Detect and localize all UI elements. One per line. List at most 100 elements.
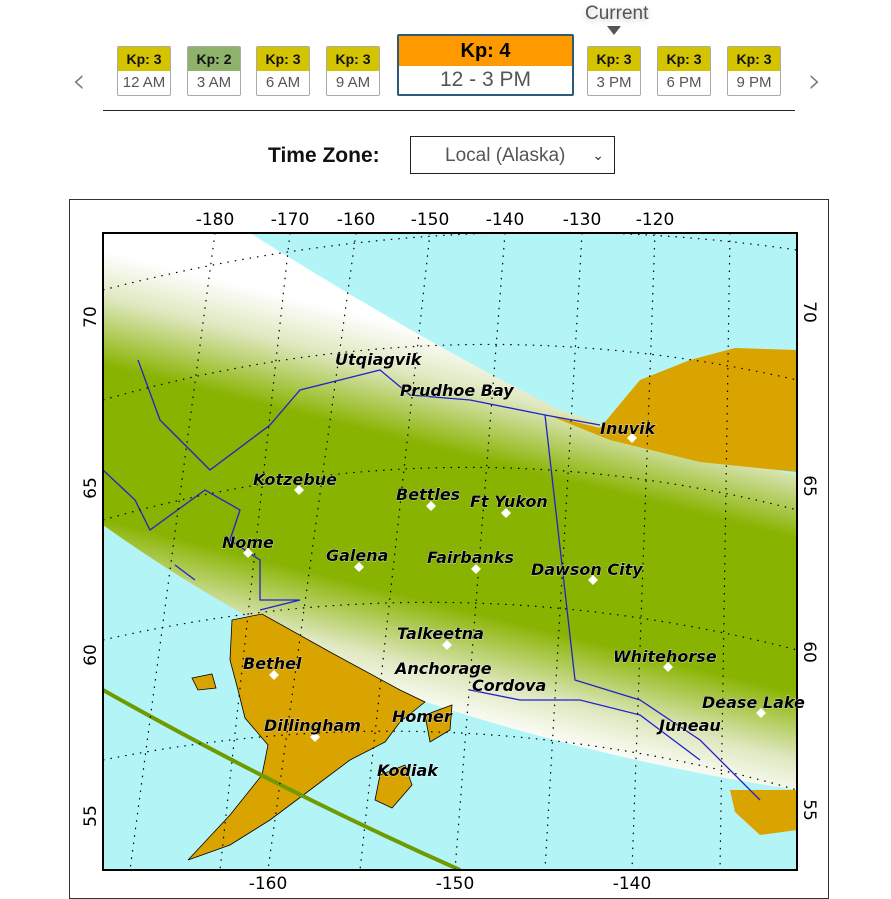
timezone-select[interactable]: Local (Alaska) ⌄ bbox=[410, 136, 615, 174]
svg-text:60: 60 bbox=[81, 644, 101, 666]
aurora-forecast-map: Utqiagvik Prudhoe Bay Inuvik Kotzebue Be… bbox=[69, 199, 829, 899]
svg-text:65: 65 bbox=[799, 475, 819, 497]
city-marker bbox=[243, 548, 253, 558]
map-svg: Utqiagvik Prudhoe Bay Inuvik Kotzebue Be… bbox=[81, 210, 819, 894]
city-label: Dease Lake bbox=[702, 693, 805, 712]
city-marker bbox=[627, 433, 637, 443]
svg-text:-130: -130 bbox=[563, 210, 602, 230]
kp-value: Kp: 3 bbox=[118, 47, 170, 71]
svg-text:70: 70 bbox=[799, 301, 819, 323]
kp-value: Kp: 3 bbox=[257, 47, 309, 71]
svg-text:-120: -120 bbox=[636, 210, 675, 230]
city-label: Dillingham bbox=[264, 716, 361, 735]
slot-time: 12 - 3 PM bbox=[399, 66, 572, 94]
city-label: Cordova bbox=[472, 676, 546, 695]
kp-value: Kp: 3 bbox=[327, 47, 379, 71]
time-slot-9am[interactable]: Kp: 3 9 AM bbox=[326, 46, 380, 96]
timezone-value: Local (Alaska) bbox=[445, 145, 566, 166]
time-slot-9pm[interactable]: Kp: 3 9 PM bbox=[727, 46, 781, 96]
svg-text:-140: -140 bbox=[613, 874, 652, 894]
land-homer bbox=[424, 704, 453, 743]
city-marker bbox=[426, 501, 436, 511]
divider bbox=[103, 110, 795, 111]
current-label: Current bbox=[585, 3, 649, 24]
city-label: Dawson City bbox=[531, 560, 643, 579]
city-marker bbox=[310, 732, 320, 742]
longitude-ticks-bottom: -160 -150 -140 bbox=[249, 874, 652, 894]
city-markers bbox=[243, 433, 766, 742]
city-labels: Utqiagvik Prudhoe Bay Inuvik Kotzebue Be… bbox=[222, 350, 806, 781]
chevron-left-icon[interactable]: ‹ bbox=[72, 61, 86, 101]
city-marker bbox=[294, 485, 304, 495]
svg-text:-160: -160 bbox=[249, 874, 288, 894]
land-nunivak bbox=[191, 673, 217, 691]
city-marker bbox=[269, 670, 279, 680]
time-slot-6pm[interactable]: Kp: 3 6 PM bbox=[657, 46, 711, 96]
slot-time: 3 AM bbox=[196, 74, 232, 91]
svg-text:-160: -160 bbox=[337, 210, 376, 230]
land-southeast bbox=[730, 790, 797, 835]
city-label: Fairbanks bbox=[427, 548, 514, 567]
svg-text:-150: -150 bbox=[436, 874, 475, 894]
city-label: Prudhoe Bay bbox=[400, 381, 514, 400]
graticule bbox=[103, 233, 797, 870]
city-marker bbox=[354, 562, 364, 572]
time-slot-12am[interactable]: Kp: 3 12 AM bbox=[117, 46, 171, 96]
land-kodiak bbox=[374, 764, 413, 809]
svg-text:-140: -140 bbox=[486, 210, 525, 230]
city-label: Whitehorse bbox=[613, 647, 717, 666]
svg-text:-180: -180 bbox=[196, 210, 235, 230]
longitude-ticks-top: -180 -170 -160 -150 -140 -130 -120 bbox=[196, 210, 675, 230]
chevron-down-icon: ⌄ bbox=[592, 147, 604, 163]
city-label: Bettles bbox=[396, 485, 460, 504]
city-label: Ft Yukon bbox=[470, 492, 548, 511]
latitude-ticks-right: 70 65 60 55 bbox=[799, 301, 819, 821]
svg-text:-170: -170 bbox=[271, 210, 310, 230]
land-southwest-alaska bbox=[187, 613, 426, 861]
svg-text:-150: -150 bbox=[411, 210, 450, 230]
kp-value: Kp: 3 bbox=[658, 47, 710, 71]
city-marker bbox=[442, 640, 452, 650]
city-label: Juneau bbox=[656, 716, 721, 735]
coastline bbox=[103, 359, 761, 801]
land-inuvik bbox=[548, 348, 797, 472]
time-slot-selected[interactable]: Kp: 4 12 - 3 PM bbox=[397, 34, 574, 96]
timezone-label: Time Zone: bbox=[268, 144, 380, 167]
svg-text:60: 60 bbox=[799, 641, 819, 663]
current-marker-icon bbox=[607, 26, 621, 35]
slot-time: 6 AM bbox=[265, 74, 301, 91]
city-marker bbox=[471, 564, 481, 574]
city-label: Inuvik bbox=[600, 419, 657, 438]
city-label: Utqiagvik bbox=[335, 350, 423, 369]
city-label: Galena bbox=[326, 546, 388, 565]
city-label: Talkeetna bbox=[397, 624, 484, 643]
time-slot-6am[interactable]: Kp: 3 6 AM bbox=[256, 46, 310, 96]
kp-value: Kp: 3 bbox=[588, 47, 640, 71]
time-slot-3am[interactable]: Kp: 2 3 AM bbox=[187, 46, 241, 96]
city-label: Nome bbox=[222, 533, 274, 552]
kp-value: Kp: 3 bbox=[728, 47, 780, 71]
city-label: Anchorage bbox=[393, 659, 492, 678]
city-marker bbox=[501, 508, 511, 518]
svg-text:70: 70 bbox=[81, 306, 101, 328]
latitude-ticks-left: 70 65 60 55 bbox=[81, 306, 101, 827]
slot-time: 9 AM bbox=[335, 74, 371, 91]
aurora-oval bbox=[103, 233, 797, 790]
kp-value: Kp: 4 bbox=[399, 36, 572, 66]
slot-time: 12 AM bbox=[122, 74, 166, 91]
slot-time: 9 PM bbox=[736, 74, 772, 91]
svg-text:65: 65 bbox=[81, 477, 101, 499]
city-marker bbox=[588, 575, 598, 585]
city-label: Homer bbox=[392, 707, 453, 726]
slot-time: 3 PM bbox=[596, 74, 632, 91]
map-frame bbox=[102, 232, 798, 871]
chevron-right-icon[interactable]: › bbox=[808, 61, 822, 101]
city-label: Kodiak bbox=[377, 761, 439, 780]
city-label: Kotzebue bbox=[253, 470, 337, 489]
city-marker bbox=[663, 662, 673, 672]
slot-time: 6 PM bbox=[666, 74, 702, 91]
svg-text:55: 55 bbox=[81, 805, 101, 827]
time-slot-3pm[interactable]: Kp: 3 3 PM bbox=[587, 46, 641, 96]
svg-text:55: 55 bbox=[799, 799, 819, 821]
city-marker bbox=[756, 708, 766, 718]
